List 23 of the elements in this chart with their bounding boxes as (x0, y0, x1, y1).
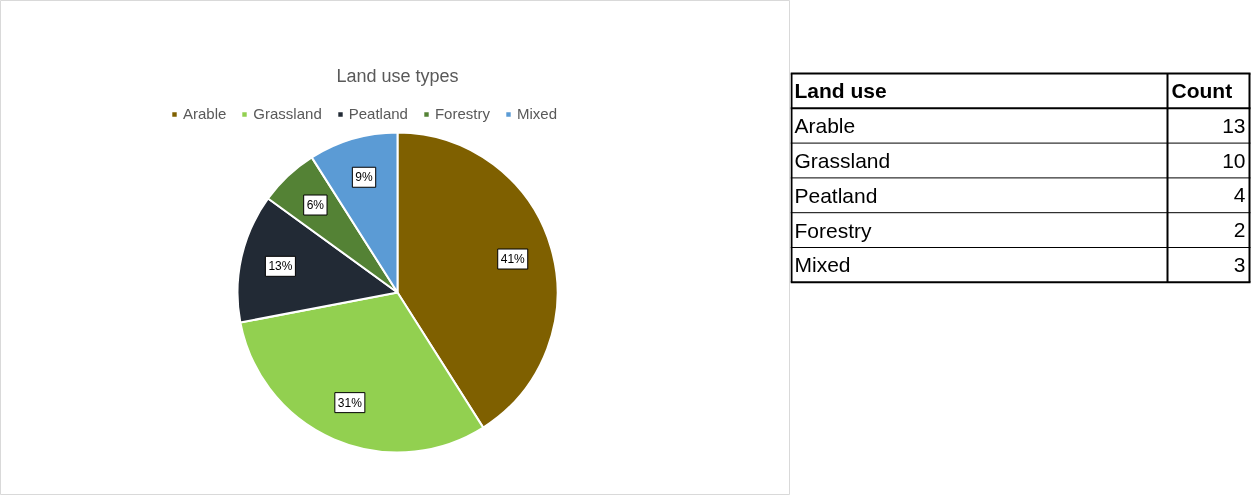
legend-label: Arable (183, 105, 227, 122)
data-label: 6% (306, 198, 325, 213)
category-label: Mixed (794, 253, 851, 277)
legend-label: Mixed (516, 105, 557, 122)
legend-label: Peatland (348, 105, 408, 122)
category-label: Arable (794, 114, 856, 138)
category-label: Peatland (794, 183, 878, 207)
data-label: 41% (500, 252, 526, 267)
category-label: Grassland (794, 149, 891, 172)
data-label: 4 (1233, 183, 1246, 207)
data-label: 13 (1222, 113, 1246, 137)
legend-label: Grassland (253, 105, 322, 122)
data-label: 13% (268, 259, 293, 274)
data-label: 2 (1233, 218, 1246, 242)
chart-title: Land use types (336, 65, 459, 86)
category-label: Forestry (794, 218, 873, 242)
text: Count (1171, 79, 1233, 103)
text: Land use (794, 79, 887, 103)
legend-label: Forestry (434, 105, 490, 122)
data-label: 10 (1222, 148, 1246, 172)
data-label: 9% (355, 170, 374, 185)
data-label: 3 (1233, 252, 1246, 276)
data-label: 31% (337, 395, 363, 410)
